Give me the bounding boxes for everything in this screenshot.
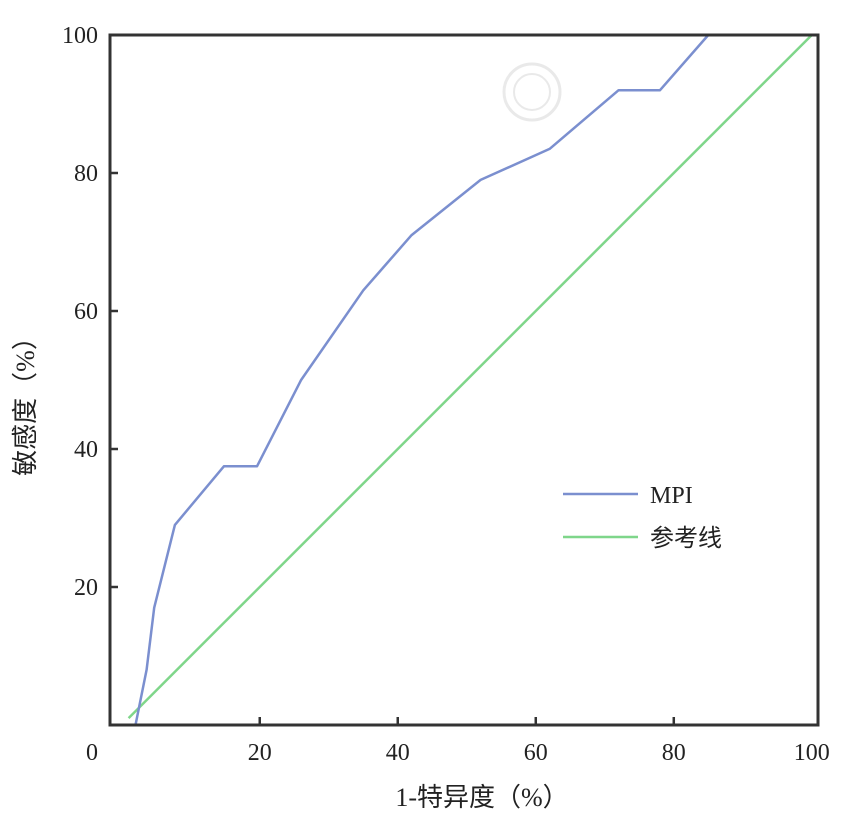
x-tick-label: 60 xyxy=(524,740,548,766)
y-tick-label: 60 xyxy=(74,299,98,325)
x-axis: 0 20 40 60 80 100 xyxy=(86,717,830,766)
y-axis: 20 40 60 80 100 xyxy=(62,23,118,601)
legend-label-reference: 参考线 xyxy=(650,525,722,552)
series-line-reference xyxy=(127,34,813,719)
y-tick-label: 40 xyxy=(74,437,98,463)
y-tick-label: 80 xyxy=(74,161,98,187)
y-tick-label: 20 xyxy=(74,575,98,601)
x-tick-label: 20 xyxy=(248,740,272,766)
legend: MPI 参考线 xyxy=(563,483,722,552)
y-tick-label: 100 xyxy=(62,23,98,49)
plot-marks xyxy=(127,33,813,726)
legend-label-mpi: MPI xyxy=(650,483,693,509)
watermark-logo xyxy=(502,62,562,122)
plot-frame xyxy=(108,33,820,727)
x-tick-label: 80 xyxy=(662,740,686,766)
series-line-mpi xyxy=(134,33,812,726)
x-tick-label: 100 xyxy=(794,740,830,766)
x-axis-label: 1-特异度（%） xyxy=(395,783,568,812)
x-tick-label: 0 xyxy=(86,740,98,766)
y-axis-label: 敏感度（%） xyxy=(11,324,40,476)
x-tick-label: 40 xyxy=(386,740,410,766)
